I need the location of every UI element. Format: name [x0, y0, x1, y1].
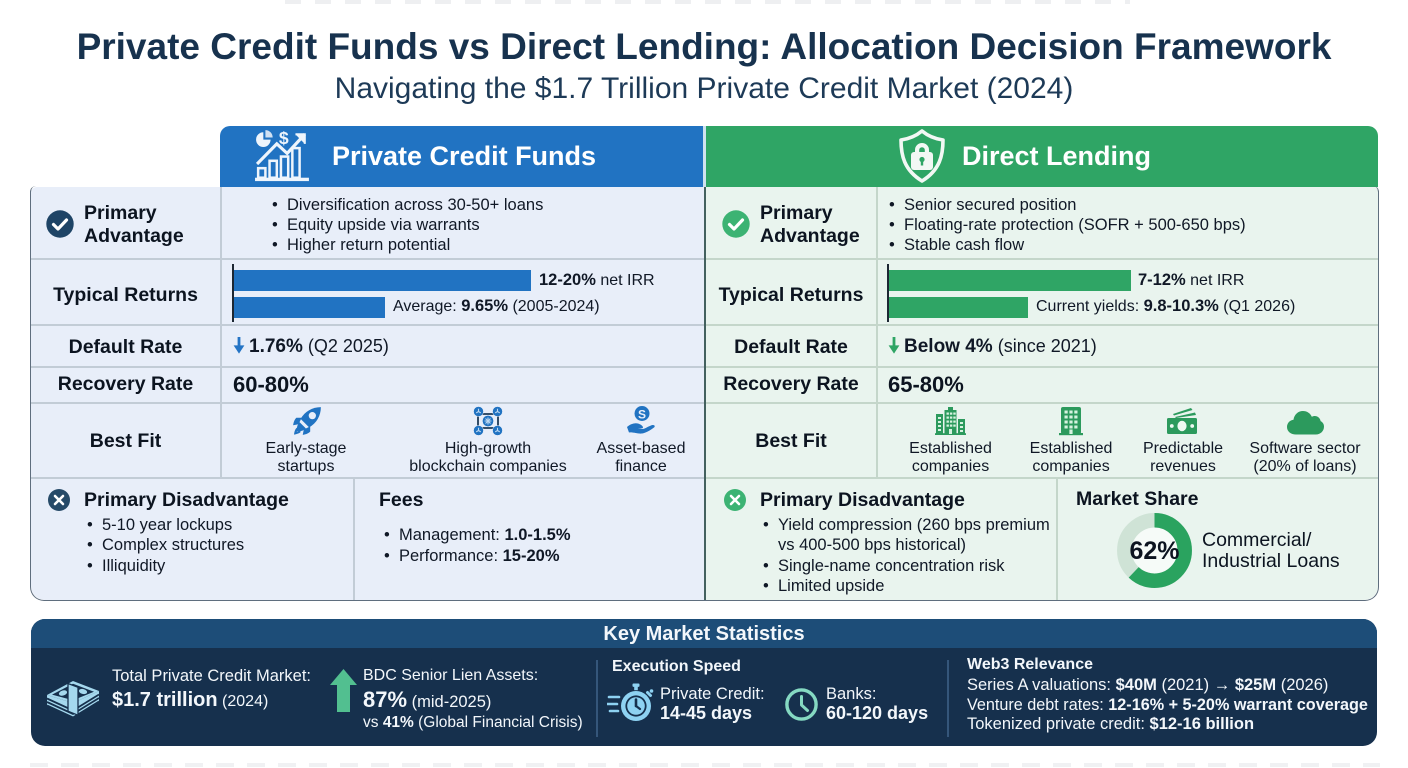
svg-text:$: $ [279, 128, 289, 148]
svg-text:62%: 62% [1129, 537, 1179, 565]
svg-text:S: S [638, 408, 646, 422]
